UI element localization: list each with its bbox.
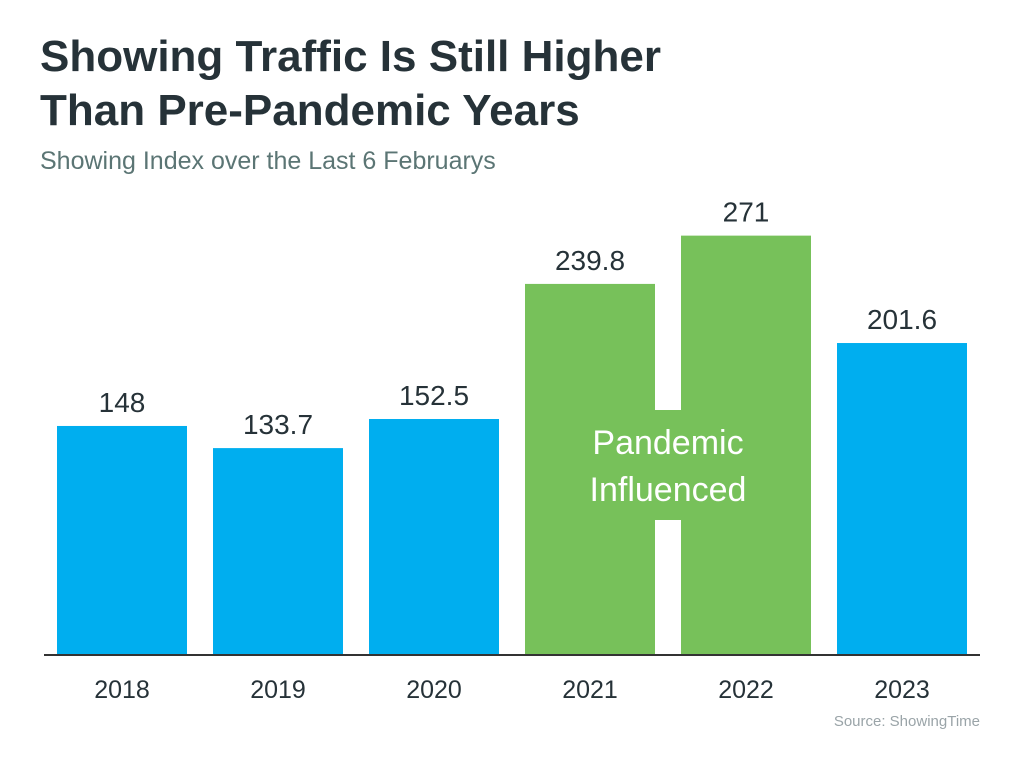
bar-2021 [525,283,655,655]
x-tick-label-2020: 2020 [406,676,462,704]
bar-2020 [369,419,499,655]
annotation-line-1: Pandemic [592,424,743,462]
x-tick-label-2021: 2021 [562,676,618,704]
x-tick-label-2022: 2022 [718,676,774,704]
source-note: Source: ShowingTime [833,713,980,730]
annotation-line-2: Influenced [590,471,747,509]
pandemic-bridge [655,410,681,520]
chart-title: Showing Traffic Is Still Higher Than Pre… [40,30,940,138]
value-label-2018: 148 [99,387,146,418]
bar-2022 [681,235,811,655]
bar-2018 [57,425,187,655]
x-tick-label-2019: 2019 [250,676,306,704]
value-label-2021: 239.8 [555,245,625,276]
value-label-2019: 133.7 [243,409,313,440]
chart-title-line-1: Showing Traffic Is Still Higher [40,32,661,81]
value-label-2022: 271 [723,197,770,228]
chart-subtitle: Showing Index over the Last 6 Februarys [40,147,496,175]
bar-2023 [837,343,967,655]
x-tick-label-2018: 2018 [94,676,150,704]
bar-2019 [213,448,343,655]
value-label-2023: 201.6 [867,304,937,335]
chart-title-line-2: Than Pre-Pandemic Years [40,86,580,135]
value-label-2020: 152.5 [399,380,469,411]
x-tick-label-2023: 2023 [874,676,930,704]
